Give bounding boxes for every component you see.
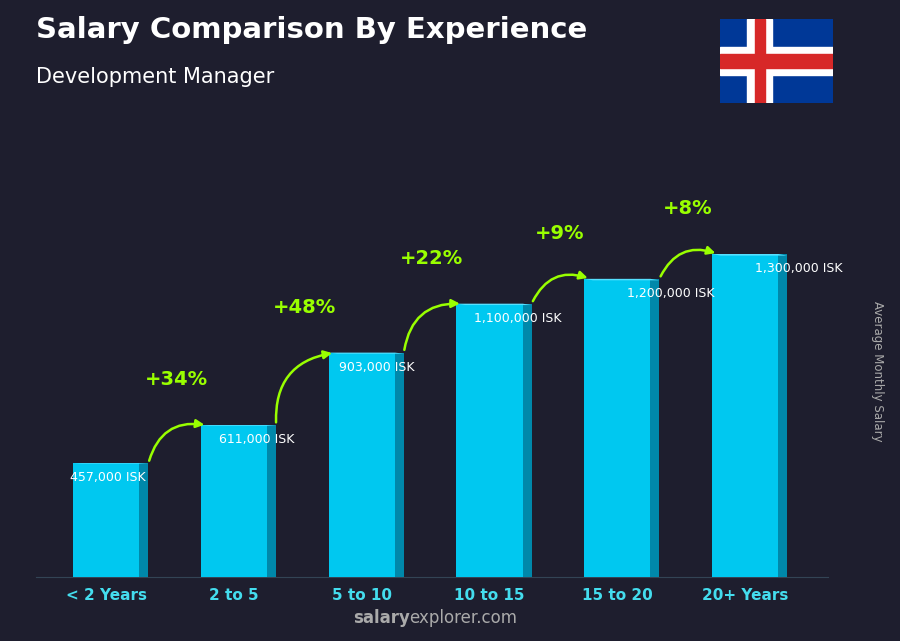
Polygon shape	[584, 279, 660, 280]
Polygon shape	[140, 463, 148, 577]
Text: Average Monthly Salary: Average Monthly Salary	[871, 301, 884, 442]
Bar	[201, 425, 267, 577]
Text: +34%: +34%	[145, 370, 208, 389]
Text: +22%: +22%	[400, 249, 464, 268]
Bar	[720, 54, 832, 67]
Text: 903,000 ISK: 903,000 ISK	[338, 360, 414, 374]
Text: Salary Comparison By Experience: Salary Comparison By Experience	[36, 16, 587, 44]
Bar	[755, 19, 765, 103]
Polygon shape	[778, 254, 788, 577]
Text: 1,100,000 ISK: 1,100,000 ISK	[474, 312, 562, 324]
Text: +9%: +9%	[535, 224, 584, 243]
Bar	[720, 47, 832, 75]
Text: +8%: +8%	[662, 199, 712, 218]
Bar	[456, 304, 523, 577]
Polygon shape	[267, 425, 276, 577]
Bar	[328, 353, 395, 577]
Bar	[584, 279, 651, 577]
Bar	[712, 254, 778, 577]
Polygon shape	[651, 279, 660, 577]
Bar	[73, 463, 140, 577]
Polygon shape	[523, 304, 532, 577]
Text: salary: salary	[353, 609, 410, 627]
Text: 457,000 ISK: 457,000 ISK	[70, 471, 146, 485]
Polygon shape	[456, 304, 532, 305]
Text: +48%: +48%	[273, 298, 336, 317]
Bar	[747, 19, 772, 103]
Polygon shape	[201, 425, 276, 426]
Polygon shape	[328, 353, 404, 354]
Polygon shape	[712, 254, 788, 256]
Text: 611,000 ISK: 611,000 ISK	[219, 433, 294, 446]
Text: 1,200,000 ISK: 1,200,000 ISK	[627, 287, 715, 300]
Text: 1,300,000 ISK: 1,300,000 ISK	[755, 262, 842, 275]
Text: Development Manager: Development Manager	[36, 67, 274, 87]
Polygon shape	[395, 353, 404, 577]
Text: explorer.com: explorer.com	[410, 609, 518, 627]
